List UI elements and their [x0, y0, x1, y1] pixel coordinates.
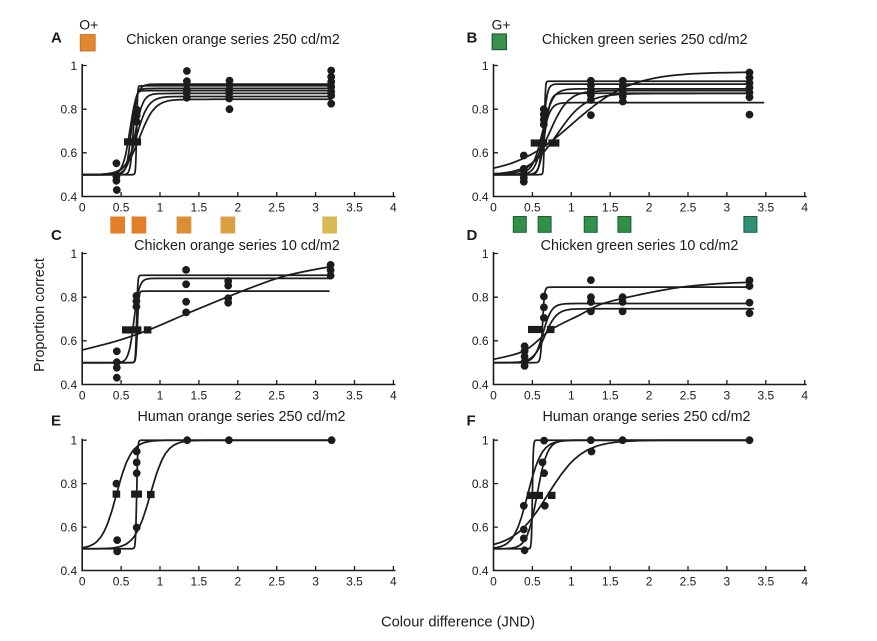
- svg-text:2.5: 2.5: [680, 201, 697, 215]
- svg-text:0.5: 0.5: [113, 575, 130, 589]
- svg-text:1: 1: [482, 434, 489, 448]
- svg-text:1.5: 1.5: [191, 389, 208, 403]
- svg-text:3: 3: [724, 575, 731, 589]
- svg-text:D: D: [467, 227, 478, 244]
- svg-text:2.5: 2.5: [680, 389, 697, 403]
- svg-text:0.6: 0.6: [61, 334, 78, 348]
- svg-text:4: 4: [801, 575, 808, 589]
- svg-text:Chicken green series 250 cd/m2: Chicken green series 250 cd/m2: [542, 32, 748, 48]
- svg-text:1.5: 1.5: [191, 575, 208, 589]
- svg-text:3: 3: [312, 201, 319, 215]
- svg-text:2: 2: [646, 575, 653, 589]
- svg-text:2.5: 2.5: [268, 201, 285, 215]
- svg-text:Chicken orange series 250 cd/m: Chicken orange series 250 cd/m2: [126, 32, 340, 48]
- svg-text:0.5: 0.5: [524, 575, 541, 589]
- svg-text:1: 1: [71, 59, 78, 73]
- svg-text:2: 2: [234, 575, 241, 589]
- svg-text:1.5: 1.5: [602, 389, 619, 403]
- svg-text:3.5: 3.5: [757, 575, 774, 589]
- svg-text:1: 1: [71, 247, 78, 261]
- svg-text:1: 1: [71, 434, 78, 448]
- svg-text:0.6: 0.6: [472, 146, 489, 160]
- svg-text:3: 3: [724, 389, 731, 403]
- svg-text:1: 1: [568, 389, 575, 403]
- svg-text:0.6: 0.6: [472, 334, 489, 348]
- svg-text:B: B: [467, 29, 478, 46]
- svg-text:3.5: 3.5: [757, 389, 774, 403]
- svg-text:1: 1: [482, 59, 489, 73]
- svg-text:0: 0: [490, 575, 497, 589]
- svg-text:0.5: 0.5: [524, 201, 541, 215]
- svg-text:0.4: 0.4: [61, 378, 78, 392]
- svg-text:0.5: 0.5: [113, 201, 130, 215]
- svg-text:3: 3: [312, 389, 319, 403]
- svg-text:4: 4: [801, 201, 808, 215]
- svg-text:3.5: 3.5: [346, 575, 363, 589]
- svg-text:0: 0: [490, 389, 497, 403]
- svg-text:0.8: 0.8: [472, 103, 489, 117]
- svg-text:0.8: 0.8: [472, 291, 489, 305]
- svg-text:1: 1: [482, 247, 489, 261]
- svg-text:0.4: 0.4: [472, 378, 489, 392]
- svg-text:2: 2: [646, 389, 653, 403]
- svg-text:0.6: 0.6: [61, 146, 78, 160]
- svg-text:0.8: 0.8: [472, 477, 489, 491]
- svg-text:0.8: 0.8: [61, 103, 78, 117]
- svg-text:0: 0: [79, 201, 86, 215]
- svg-text:2.5: 2.5: [268, 389, 285, 403]
- svg-text:0.8: 0.8: [61, 291, 78, 305]
- svg-text:1: 1: [157, 389, 164, 403]
- svg-text:E: E: [51, 413, 61, 430]
- svg-text:3.5: 3.5: [346, 389, 363, 403]
- svg-text:3.5: 3.5: [346, 201, 363, 215]
- svg-text:0.4: 0.4: [472, 190, 489, 204]
- svg-text:3.5: 3.5: [757, 201, 774, 215]
- svg-text:4: 4: [390, 389, 397, 403]
- svg-text:4: 4: [801, 389, 808, 403]
- svg-text:Colour difference (JND): Colour difference (JND): [381, 615, 535, 631]
- svg-text:Human orange series 250 cd/m2: Human orange series 250 cd/m2: [542, 409, 750, 425]
- svg-text:Human orange series 250 cd/m2: Human orange series 250 cd/m2: [137, 409, 345, 425]
- svg-text:1.5: 1.5: [191, 201, 208, 215]
- svg-text:3: 3: [724, 201, 731, 215]
- svg-text:0.6: 0.6: [472, 520, 489, 534]
- svg-text:C: C: [51, 227, 62, 244]
- svg-text:0.4: 0.4: [61, 564, 78, 578]
- svg-text:2: 2: [234, 201, 241, 215]
- svg-text:1: 1: [568, 575, 575, 589]
- svg-text:0: 0: [79, 389, 86, 403]
- svg-text:0.5: 0.5: [113, 389, 130, 403]
- svg-text:0.8: 0.8: [61, 477, 78, 491]
- svg-text:Chicken green series 10 cd/m2: Chicken green series 10 cd/m2: [541, 238, 739, 254]
- svg-text:4: 4: [390, 575, 397, 589]
- svg-text:G+: G+: [491, 17, 510, 33]
- svg-text:1: 1: [157, 201, 164, 215]
- svg-text:2: 2: [646, 201, 653, 215]
- svg-text:0.4: 0.4: [472, 564, 489, 578]
- svg-text:0.4: 0.4: [61, 190, 78, 204]
- svg-text:Proportion correct: Proportion correct: [32, 258, 48, 372]
- svg-text:0: 0: [490, 201, 497, 215]
- svg-text:4: 4: [390, 201, 397, 215]
- svg-text:2.5: 2.5: [268, 575, 285, 589]
- svg-text:0: 0: [79, 575, 86, 589]
- svg-text:2: 2: [234, 389, 241, 403]
- svg-text:O+: O+: [79, 17, 98, 33]
- svg-text:3: 3: [312, 575, 319, 589]
- svg-text:2.5: 2.5: [680, 575, 697, 589]
- svg-text:A: A: [51, 29, 62, 46]
- svg-text:1: 1: [568, 201, 575, 215]
- svg-text:Chicken orange series 10 cd/m2: Chicken orange series 10 cd/m2: [134, 238, 340, 254]
- svg-text:1.5: 1.5: [602, 201, 619, 215]
- svg-text:1.5: 1.5: [602, 575, 619, 589]
- svg-text:0.5: 0.5: [524, 389, 541, 403]
- svg-text:1: 1: [157, 575, 164, 589]
- svg-text:0.6: 0.6: [61, 520, 78, 534]
- svg-text:F: F: [467, 413, 476, 430]
